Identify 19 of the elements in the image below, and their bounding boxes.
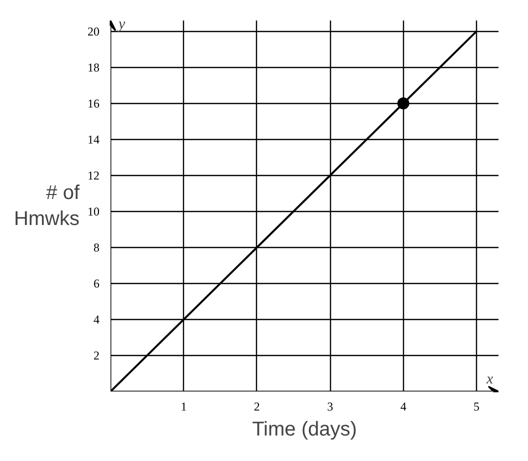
y-tick-label: 10 <box>88 204 100 218</box>
annotation: y <box>116 16 126 32</box>
y-tick-label: 16 <box>88 96 100 110</box>
x-tick-label: 3 <box>327 400 334 414</box>
x-tick-label: 5 <box>474 400 480 414</box>
y-tick-label: 6 <box>94 276 100 290</box>
y-tick-label: 18 <box>88 60 100 74</box>
y-tick-label: 14 <box>88 132 100 146</box>
annotation: x <box>486 372 494 388</box>
x-axis-title: Time (days) <box>252 418 357 440</box>
x-tick-label: 2 <box>254 400 260 414</box>
y-tick-label: 4 <box>94 312 100 326</box>
x-tick-label: 1 <box>180 400 187 414</box>
x-tick-label: 4 <box>400 400 406 414</box>
y-tick-label: 2 <box>94 348 100 362</box>
y-tick-label: 8 <box>94 240 100 254</box>
y-tick-label: 12 <box>88 168 100 182</box>
y-axis-title: # of Hmwks <box>14 182 80 230</box>
y-tick-label: 20 <box>88 24 100 38</box>
